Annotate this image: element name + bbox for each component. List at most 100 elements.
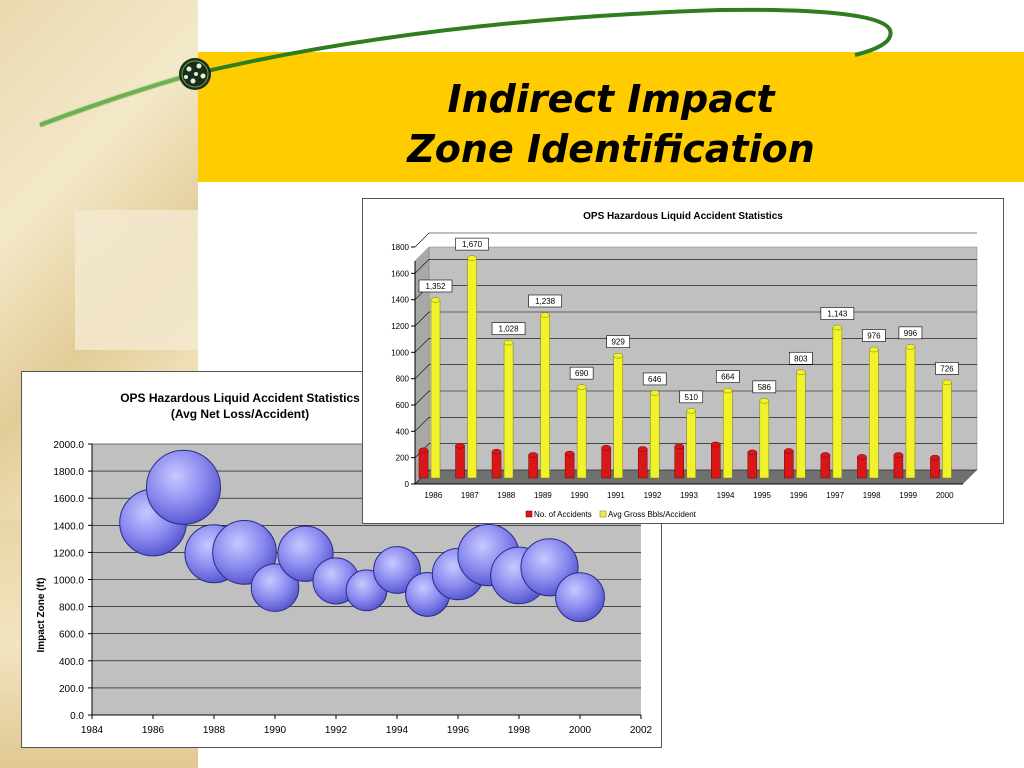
bubble-x-tick-label: 1990 [264, 725, 287, 736]
bar-bbls [942, 382, 952, 479]
bar-bbls [869, 349, 879, 479]
bar-bbls-top [796, 369, 806, 376]
bar-accidents [820, 454, 831, 479]
bar-y-tick-label: 1200 [391, 322, 409, 331]
bar-bbls-top [905, 344, 916, 350]
bubble-point [555, 572, 605, 623]
bubble-point [250, 563, 300, 612]
bubble-y-tick-label: 800.0 [59, 603, 84, 614]
bar-bbls [576, 386, 587, 479]
bar-y-tick-label: 400 [396, 427, 410, 436]
bar-accidents-top [893, 452, 904, 458]
bar-accidents [747, 452, 758, 479]
bar-accidents [930, 457, 940, 479]
bubble-y-tick-label: 200.0 [59, 684, 84, 695]
legend-label-bbls: Avg Gross Bbls/Accident [608, 510, 697, 519]
bar-data-label-box [679, 390, 704, 404]
bar-data-label-box [491, 322, 526, 335]
bar-chart: OPS Hazardous Liquid Accident Statistics… [362, 198, 1004, 524]
bar-accidents-top [930, 454, 940, 461]
bar-x-tick-label: 1990 [571, 491, 589, 500]
bubble-y-tick-label: 0.0 [70, 711, 84, 722]
bar-bbls [649, 392, 660, 479]
bar-x-tick-label: 1986 [424, 491, 442, 500]
bar-bbls-top [723, 387, 733, 394]
bar-y-tick-label: 1400 [391, 296, 409, 305]
bar-bbls-top [540, 312, 550, 318]
bar-data-label-box [752, 380, 777, 394]
bar-bbls-top [759, 398, 770, 404]
bar-data-label: 1,028 [499, 325, 520, 334]
bubble-y-tick-label: 1400.0 [53, 521, 84, 532]
bar-accidents [784, 450, 794, 479]
bar-chart-svg: OPS Hazardous Liquid Accident Statistics… [391, 211, 978, 519]
bar-bbls-top [942, 379, 952, 386]
bar-y-tick-label: 1800 [391, 243, 409, 252]
bar-x-tick-label: 1999 [899, 491, 917, 500]
bar-x-tick-label: 1991 [607, 491, 625, 500]
bar-gridline [414, 417, 977, 432]
bar-data-label: 996 [904, 329, 918, 338]
bar-bbls-top [832, 324, 843, 331]
slide-title-line2: Zone Identification [407, 127, 815, 171]
bar-bbls [796, 372, 806, 479]
bar-data-label-box [642, 372, 667, 386]
bar-data-label-box [606, 335, 630, 348]
bubble-y-tick-label: 1600.0 [53, 494, 84, 505]
bar-accidents-top [455, 442, 465, 449]
bar-accidents [674, 446, 684, 479]
bar-data-label-box [418, 279, 453, 293]
bar-data-label: 929 [611, 338, 625, 347]
bar-data-label: 726 [940, 364, 954, 373]
bar-data-label: 586 [758, 383, 772, 392]
bar-data-label: 690 [575, 369, 589, 378]
bar-bbls-top [649, 390, 660, 396]
bar-accidents-top [674, 443, 684, 450]
bar-gridline [414, 311, 977, 327]
bar-accidents [601, 447, 611, 479]
bar-accidents-top [564, 450, 575, 457]
bar-accidents [893, 454, 904, 479]
bar-bbls [540, 314, 550, 479]
bubble-y-tick-label: 1200.0 [53, 548, 84, 559]
bar-accidents [455, 445, 465, 479]
bubble-chart-svg: OPS Hazardous Liquid Accident Statistics… [36, 391, 653, 736]
bar-accidents [418, 450, 429, 479]
bar-data-label-box [569, 366, 594, 380]
bar-data-label-box [862, 329, 886, 342]
slide-title: Indirect Impact Zone Identification [198, 74, 1024, 174]
bar-data-label: 1,238 [535, 297, 556, 306]
bar-data-label-box [455, 237, 489, 251]
title-bar [198, 52, 1024, 182]
bar-x-tick-label: 1988 [497, 491, 515, 500]
legend-label-accidents: No. of Accidents [534, 510, 592, 519]
bar-accidents [491, 451, 502, 479]
bubble-point [373, 546, 421, 594]
bar-chart-title: OPS Hazardous Liquid Accident Statistics [583, 211, 783, 222]
slide-title-line1: Indirect Impact [447, 77, 775, 121]
bar-x-tick-label: 1989 [534, 491, 552, 500]
bar-data-label: 646 [648, 375, 662, 384]
paper-texture-patch [75, 210, 198, 350]
bar-x-tick-label: 1995 [753, 491, 771, 500]
bubble-x-tick-label: 2000 [569, 725, 592, 736]
bar-y-tick-label: 800 [396, 375, 410, 384]
bar-bbls-top [430, 297, 441, 303]
bubble-x-tick-label: 1998 [508, 725, 531, 736]
bar-accidents-top [418, 447, 429, 454]
bubble-y-tick-label: 1000.0 [53, 576, 84, 587]
bar-data-label-box [820, 307, 855, 320]
bubble-point [146, 449, 221, 525]
bar-accidents-top [601, 444, 611, 451]
bar-bbls [723, 390, 733, 479]
bar-accidents [564, 453, 575, 479]
bar-accidents [637, 448, 648, 479]
bubble-x-tick-label: 1988 [203, 725, 226, 736]
bar-bbls [905, 346, 916, 479]
bar-x-tick-label: 1998 [863, 491, 881, 500]
bar-bbls-top [503, 339, 514, 346]
bar-data-label: 1,143 [827, 310, 848, 319]
bar-data-label: 510 [685, 393, 699, 402]
bar-y-tick-label: 600 [396, 401, 410, 410]
bar-bbls [759, 400, 770, 479]
